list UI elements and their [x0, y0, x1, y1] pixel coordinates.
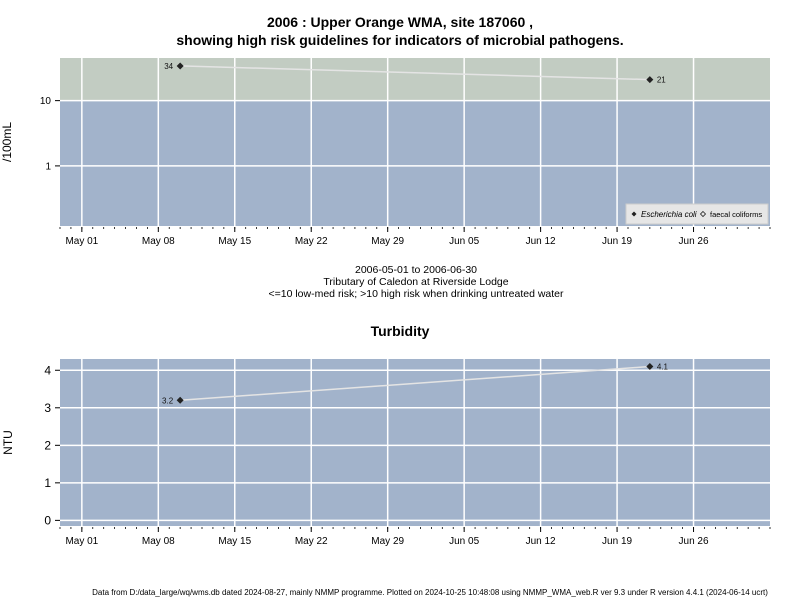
data-point [176, 396, 184, 404]
chart-title-line-2: showing high risk guidelines for indicat… [176, 32, 624, 48]
data-point [646, 76, 654, 84]
x-tick-label: May 08 [142, 236, 175, 247]
risk-guideline-caption: <=10 low-med risk; >10 high risk when dr… [268, 288, 564, 300]
x-tick-label: Jun 05 [449, 236, 479, 247]
series-line [180, 65, 650, 81]
x-tick-label: Jun 19 [602, 236, 632, 247]
legend-marker-faecal [699, 210, 707, 218]
data-point [646, 363, 654, 371]
x-tick-label: May 08 [142, 536, 175, 547]
y-tick-label: 3 [44, 401, 51, 415]
x-tick-label: Jun 12 [526, 236, 556, 247]
y-tick-label: 4 [44, 363, 51, 377]
y-axis-label: NTU [1, 430, 15, 455]
date-range-caption: 2006-05-01 to 2006-06-30 [354, 264, 477, 276]
data-source-footer: Data from D:/data_large/wq/wms.db dated … [92, 588, 768, 597]
legend-box [625, 203, 769, 225]
legend: Escherichia coli faecal coliforms [625, 203, 769, 225]
x-tick-label: May 22 [295, 536, 328, 547]
legend-marker-ecoli [631, 211, 637, 217]
x-tick-label: May 15 [218, 536, 251, 547]
x-tick-label: Jun 26 [679, 236, 709, 247]
x-tick-label: Jun 26 [679, 536, 709, 547]
microbial-chart: May 01 May 08 May 15 May 22 May 29 Jun 05 Jun … [0, 58, 771, 247]
x-tick-label: May 01 [65, 236, 98, 247]
data-point [176, 62, 184, 70]
x-tick-label: May 29 [371, 536, 404, 547]
data-label: 21 [657, 76, 666, 85]
y-tick-label: 1 [45, 161, 51, 172]
chart-title-line-1: 2006 : Upper Orange WMA, site 187060 , [266, 14, 534, 30]
legend-label-faecal: faecal coliforms [710, 210, 762, 219]
data-label: 34 [164, 62, 173, 71]
data-label: 3.2 [162, 396, 174, 405]
site-caption: Tributary of Caledon at Riverside Lodge [323, 276, 509, 288]
y-tick-label: 1 [44, 476, 51, 490]
x-tick-label: May 22 [295, 236, 328, 247]
data-label: 4.1 [657, 363, 669, 372]
x-tick-label: Jun 05 [449, 536, 479, 547]
x-tick-label: Jun 12 [526, 536, 556, 547]
x-tick-label: Jun 19 [602, 536, 632, 547]
y-axis-label: /100mL [0, 122, 14, 162]
legend-label-ecoli: Escherichia coli [641, 210, 697, 219]
series-line [180, 365, 650, 402]
x-tick-label: May 15 [218, 236, 251, 247]
x-tick-label: May 29 [371, 236, 404, 247]
x-tick-label: May 01 [65, 536, 98, 547]
plot-background [60, 359, 770, 526]
y-tick-label: 0 [44, 514, 51, 528]
turbidity-chart-title: Turbidity [370, 323, 430, 339]
y-tick-label: 10 [40, 96, 52, 107]
y-tick-label: 2 [44, 439, 51, 453]
